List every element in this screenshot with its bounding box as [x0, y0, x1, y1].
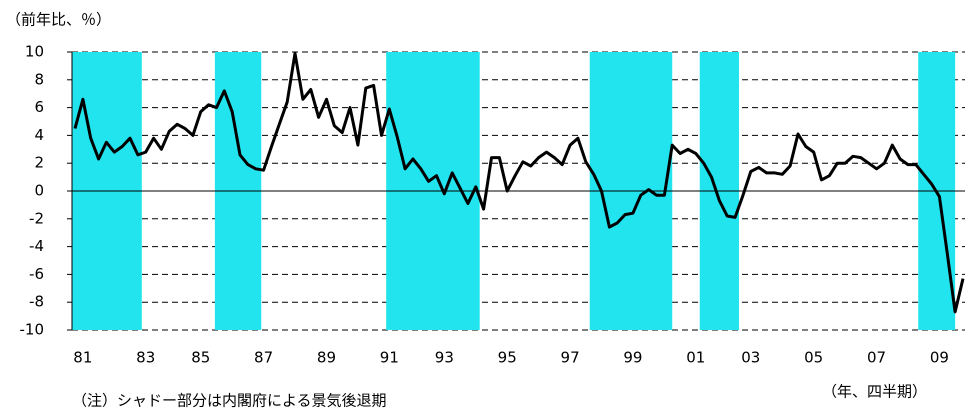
- note: （注）シャドー部分は内閣府による景気後退期: [72, 392, 387, 410]
- x-tick-label: 83: [136, 349, 155, 367]
- x-tick-label: 97: [561, 349, 580, 367]
- x-tick-label: 01: [686, 349, 705, 367]
- x-axis-unit: （年、四半期）: [822, 383, 927, 401]
- y-tick-label: 6: [34, 98, 44, 116]
- x-tick-label: 05: [804, 349, 823, 367]
- x-tick-label: 95: [498, 349, 517, 367]
- x-tick-label: 85: [191, 349, 210, 367]
- data-line: [73, 51, 965, 314]
- y-tick-label: 8: [34, 70, 44, 88]
- x-tick-label: 91: [380, 349, 399, 367]
- x-tick-label: 81: [73, 349, 92, 367]
- x-tick-label: 89: [317, 349, 336, 367]
- x-tick-label: 09: [930, 349, 949, 367]
- x-tick-label: 87: [254, 349, 273, 367]
- x-tick-label: 07: [867, 349, 886, 367]
- y-tick-label: -8: [29, 293, 44, 311]
- x-tick-label: 93: [435, 349, 454, 367]
- y-tick-label: -2: [29, 209, 44, 227]
- y-tick-label: 4: [34, 126, 44, 144]
- y-tick-label: -6: [29, 265, 44, 283]
- y-tick-label: 10: [25, 43, 44, 61]
- x-tick-label: 03: [741, 349, 760, 367]
- y-tick-label: -10: [20, 321, 45, 339]
- y-tick-label: 2: [34, 154, 44, 172]
- y-tick-label: 0: [34, 182, 44, 200]
- y-tick-label: -4: [29, 237, 44, 255]
- y-axis-unit: （前年比、％）: [6, 11, 111, 29]
- x-tick-label: 99: [623, 349, 642, 367]
